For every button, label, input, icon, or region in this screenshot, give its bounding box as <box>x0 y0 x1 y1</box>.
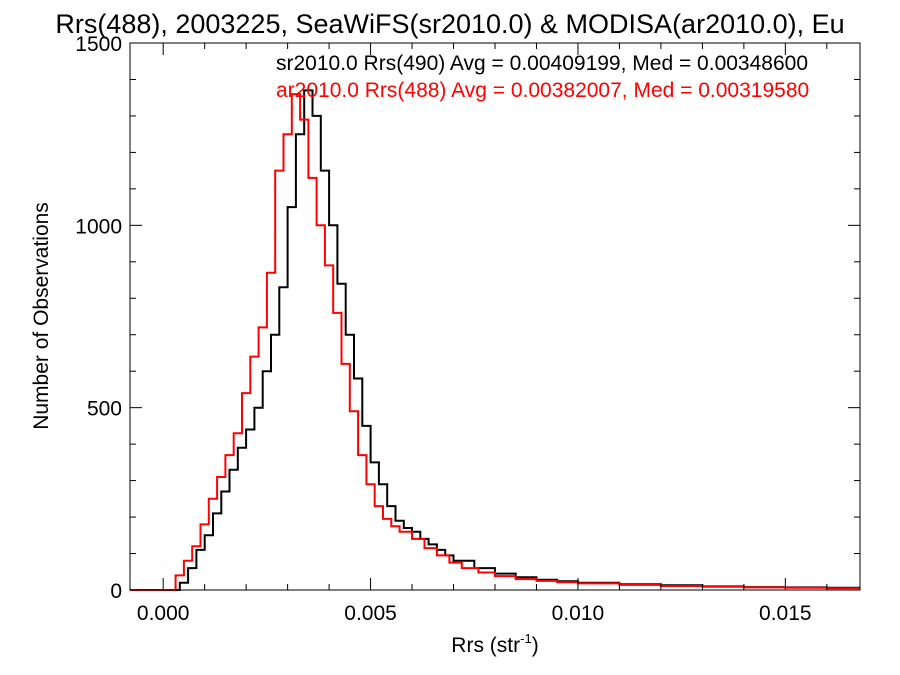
annotation-sr2010: sr2010.0 Rrs(490) Avg = 0.00409199, Med … <box>276 52 808 75</box>
chart-title: Rrs(488), 2003225, SeaWiFS(sr2010.0) & M… <box>55 9 844 39</box>
x-axis-label: Rrs (str-1) <box>451 631 538 657</box>
x-tick-label: 0.010 <box>552 602 605 625</box>
x-axis-label-sup: -1 <box>520 631 532 646</box>
series-line-1 <box>130 93 860 591</box>
y-tick-label: 1000 <box>75 215 122 238</box>
series-layer <box>130 89 860 591</box>
y-tick-label: 0 <box>110 580 122 603</box>
y-tick-labels: 0 500 1000 1500 <box>75 33 122 603</box>
x-tick-label: 0.015 <box>759 602 812 625</box>
x-axis-label-main: Rrs (str <box>451 634 520 657</box>
y-axis-label: Number of Observations <box>30 202 53 430</box>
annotation-ar2010: ar2010.0 Rrs(488) Avg = 0.00382007, Med … <box>276 79 809 102</box>
x-axis-label-close: ) <box>532 634 539 657</box>
axis-ticks <box>130 42 860 591</box>
series-line-0 <box>130 89 860 591</box>
x-tick-label: 0.005 <box>344 602 397 625</box>
y-tick-label: 500 <box>87 398 122 421</box>
x-tick-labels: 0.000 0.005 0.010 0.015 <box>137 602 812 625</box>
x-tick-label: 0.000 <box>137 602 190 625</box>
y-tick-label: 1500 <box>75 33 122 56</box>
plot-frame <box>129 42 861 591</box>
